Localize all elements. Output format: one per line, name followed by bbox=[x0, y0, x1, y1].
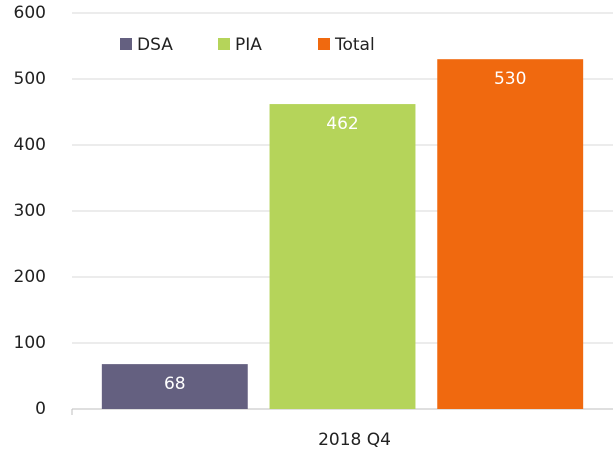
bar bbox=[437, 59, 584, 409]
legend-swatch bbox=[318, 38, 330, 50]
legend-swatch bbox=[120, 38, 132, 50]
x-tick-label: 2018 Q4 bbox=[318, 430, 391, 450]
y-tick-label: 400 bbox=[14, 135, 46, 155]
data-label: 462 bbox=[326, 114, 358, 134]
legend-label: DSA bbox=[137, 35, 173, 55]
data-label: 530 bbox=[494, 69, 526, 89]
y-tick-label: 600 bbox=[14, 3, 46, 23]
y-tick-label: 200 bbox=[14, 267, 46, 287]
y-tick-label: 300 bbox=[14, 201, 46, 221]
legend-swatch bbox=[218, 38, 230, 50]
data-label: 68 bbox=[164, 374, 186, 394]
legend-label: PIA bbox=[235, 35, 262, 55]
bar bbox=[101, 364, 248, 409]
bar bbox=[269, 104, 416, 409]
legend-label: Total bbox=[334, 35, 375, 55]
y-tick-label: 0 bbox=[35, 399, 46, 419]
y-tick-label: 100 bbox=[14, 333, 46, 353]
y-tick-label: 500 bbox=[14, 69, 46, 89]
